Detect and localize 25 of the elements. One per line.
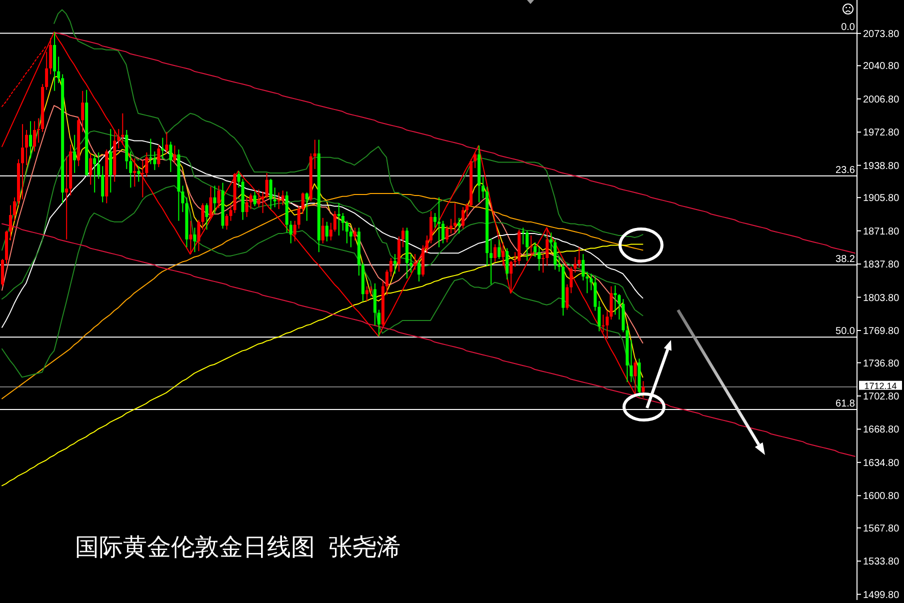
y-tick-label: 2040.80 [863, 61, 900, 72]
y-tick-label: 1668.80 [863, 424, 900, 436]
y-tick-label: 1533.80 [863, 556, 900, 568]
y-tick-label: 1769.80 [863, 326, 900, 338]
y-tick-label: 1736.80 [863, 358, 900, 370]
y-tick-label: 1972.80 [863, 128, 900, 139]
y-tick-label: 1600.80 [863, 491, 900, 502]
annotation: 0.0 [841, 22, 856, 34]
y-tick-label: 2006.80 [863, 94, 900, 106]
annotation: 50.0 [836, 326, 856, 338]
annotation: 23.6 [836, 164, 856, 176]
y-tick-label: 2073.80 [863, 28, 900, 40]
y-tick-label: 1702.80 [863, 392, 900, 403]
y-tick-label: 1499.80 [863, 590, 900, 601]
y-tick-label: 1803.80 [863, 292, 900, 304]
y-tick-label: 1837.80 [863, 260, 900, 271]
y-tick-label: 1905.80 [863, 193, 900, 204]
annotation: 61.8 [836, 398, 856, 410]
ref-line-label: 1712.14 [864, 380, 897, 391]
y-tick-label: 1634.80 [863, 458, 900, 469]
annotation: 38.2 [836, 254, 856, 265]
y-tick-label: 1938.80 [863, 160, 900, 172]
text: 国际黄金伦敦金日线图 张尧浠 [75, 534, 400, 561]
y-tick-label: 1567.80 [863, 523, 900, 534]
y-tick-label: 1871.80 [863, 226, 900, 238]
